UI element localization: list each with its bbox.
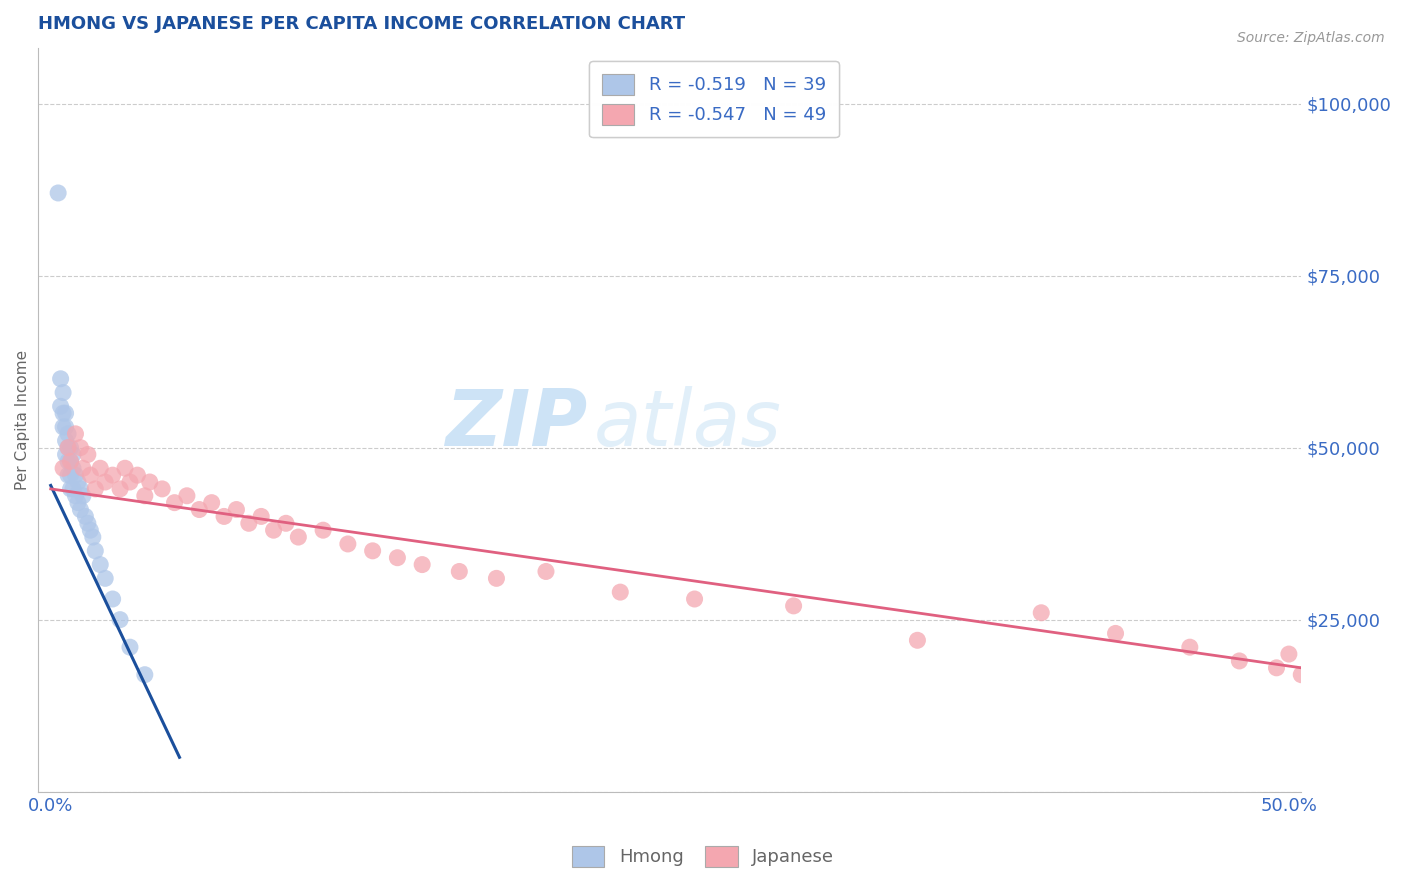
Point	[108, 482, 131, 496]
Point	[72, 489, 94, 503]
Legend: R = -0.519   N = 39, R = -0.547   N = 49: R = -0.519 N = 39, R = -0.547 N = 49	[589, 62, 839, 137]
Point	[69, 502, 91, 516]
Point	[66, 475, 89, 489]
Point	[163, 496, 186, 510]
Point	[55, 420, 77, 434]
Point	[55, 448, 77, 462]
Point	[56, 468, 79, 483]
Point	[75, 509, 97, 524]
Point	[62, 461, 84, 475]
Point	[108, 613, 131, 627]
Point	[49, 400, 72, 414]
Point	[52, 420, 75, 434]
Point	[56, 426, 79, 441]
Point	[176, 489, 198, 503]
Point	[89, 558, 111, 572]
Point	[69, 482, 91, 496]
Point	[485, 571, 508, 585]
Point	[118, 475, 141, 489]
Point	[134, 667, 156, 681]
Point	[59, 454, 82, 468]
Point	[82, 530, 104, 544]
Point	[449, 565, 471, 579]
Point	[1178, 640, 1201, 655]
Point	[274, 516, 297, 531]
Point	[56, 441, 79, 455]
Point	[62, 482, 84, 496]
Point	[1104, 626, 1126, 640]
Point	[49, 372, 72, 386]
Point	[52, 406, 75, 420]
Point	[94, 571, 117, 585]
Point	[65, 426, 87, 441]
Point	[534, 565, 557, 579]
Point	[411, 558, 433, 572]
Point	[1291, 667, 1313, 681]
Point	[134, 489, 156, 503]
Point	[84, 544, 107, 558]
Point	[238, 516, 260, 531]
Point	[59, 454, 82, 468]
Point	[287, 530, 309, 544]
Point	[65, 489, 87, 503]
Point	[101, 592, 124, 607]
Point	[127, 468, 149, 483]
Point	[55, 406, 77, 420]
Point	[1031, 606, 1053, 620]
Point	[59, 482, 82, 496]
Point	[52, 461, 75, 475]
Point	[69, 441, 91, 455]
Point	[59, 441, 82, 455]
Point	[84, 482, 107, 496]
Point	[79, 468, 101, 483]
Point	[94, 475, 117, 489]
Point	[361, 544, 384, 558]
Point	[56, 441, 79, 455]
Point	[336, 537, 359, 551]
Point	[46, 186, 69, 200]
Point	[683, 592, 706, 607]
Point	[782, 599, 804, 613]
Point	[312, 523, 335, 537]
Point	[101, 468, 124, 483]
Point	[114, 461, 136, 475]
Point	[1265, 661, 1288, 675]
Point	[72, 461, 94, 475]
Point	[225, 502, 247, 516]
Text: Source: ZipAtlas.com: Source: ZipAtlas.com	[1237, 31, 1385, 45]
Point	[76, 516, 98, 531]
Legend: Hmong, Japanese: Hmong, Japanese	[565, 838, 841, 874]
Point	[1227, 654, 1250, 668]
Point	[118, 640, 141, 655]
Point	[150, 482, 173, 496]
Point	[59, 468, 82, 483]
Point	[188, 502, 211, 516]
Y-axis label: Per Capita Income: Per Capita Income	[15, 350, 30, 490]
Point	[52, 385, 75, 400]
Point	[1278, 647, 1301, 661]
Point	[79, 523, 101, 537]
Point	[66, 496, 89, 510]
Text: ZIP: ZIP	[446, 385, 588, 462]
Point	[139, 475, 162, 489]
Point	[907, 633, 929, 648]
Point	[56, 454, 79, 468]
Text: HMONG VS JAPANESE PER CAPITA INCOME CORRELATION CHART: HMONG VS JAPANESE PER CAPITA INCOME CORR…	[38, 15, 686, 33]
Point	[609, 585, 631, 599]
Point	[212, 509, 235, 524]
Point	[55, 434, 77, 448]
Point	[250, 509, 273, 524]
Text: atlas: atlas	[593, 385, 782, 462]
Point	[89, 461, 111, 475]
Point	[65, 468, 87, 483]
Point	[263, 523, 285, 537]
Point	[62, 448, 84, 462]
Point	[387, 550, 409, 565]
Point	[76, 448, 98, 462]
Point	[201, 496, 224, 510]
